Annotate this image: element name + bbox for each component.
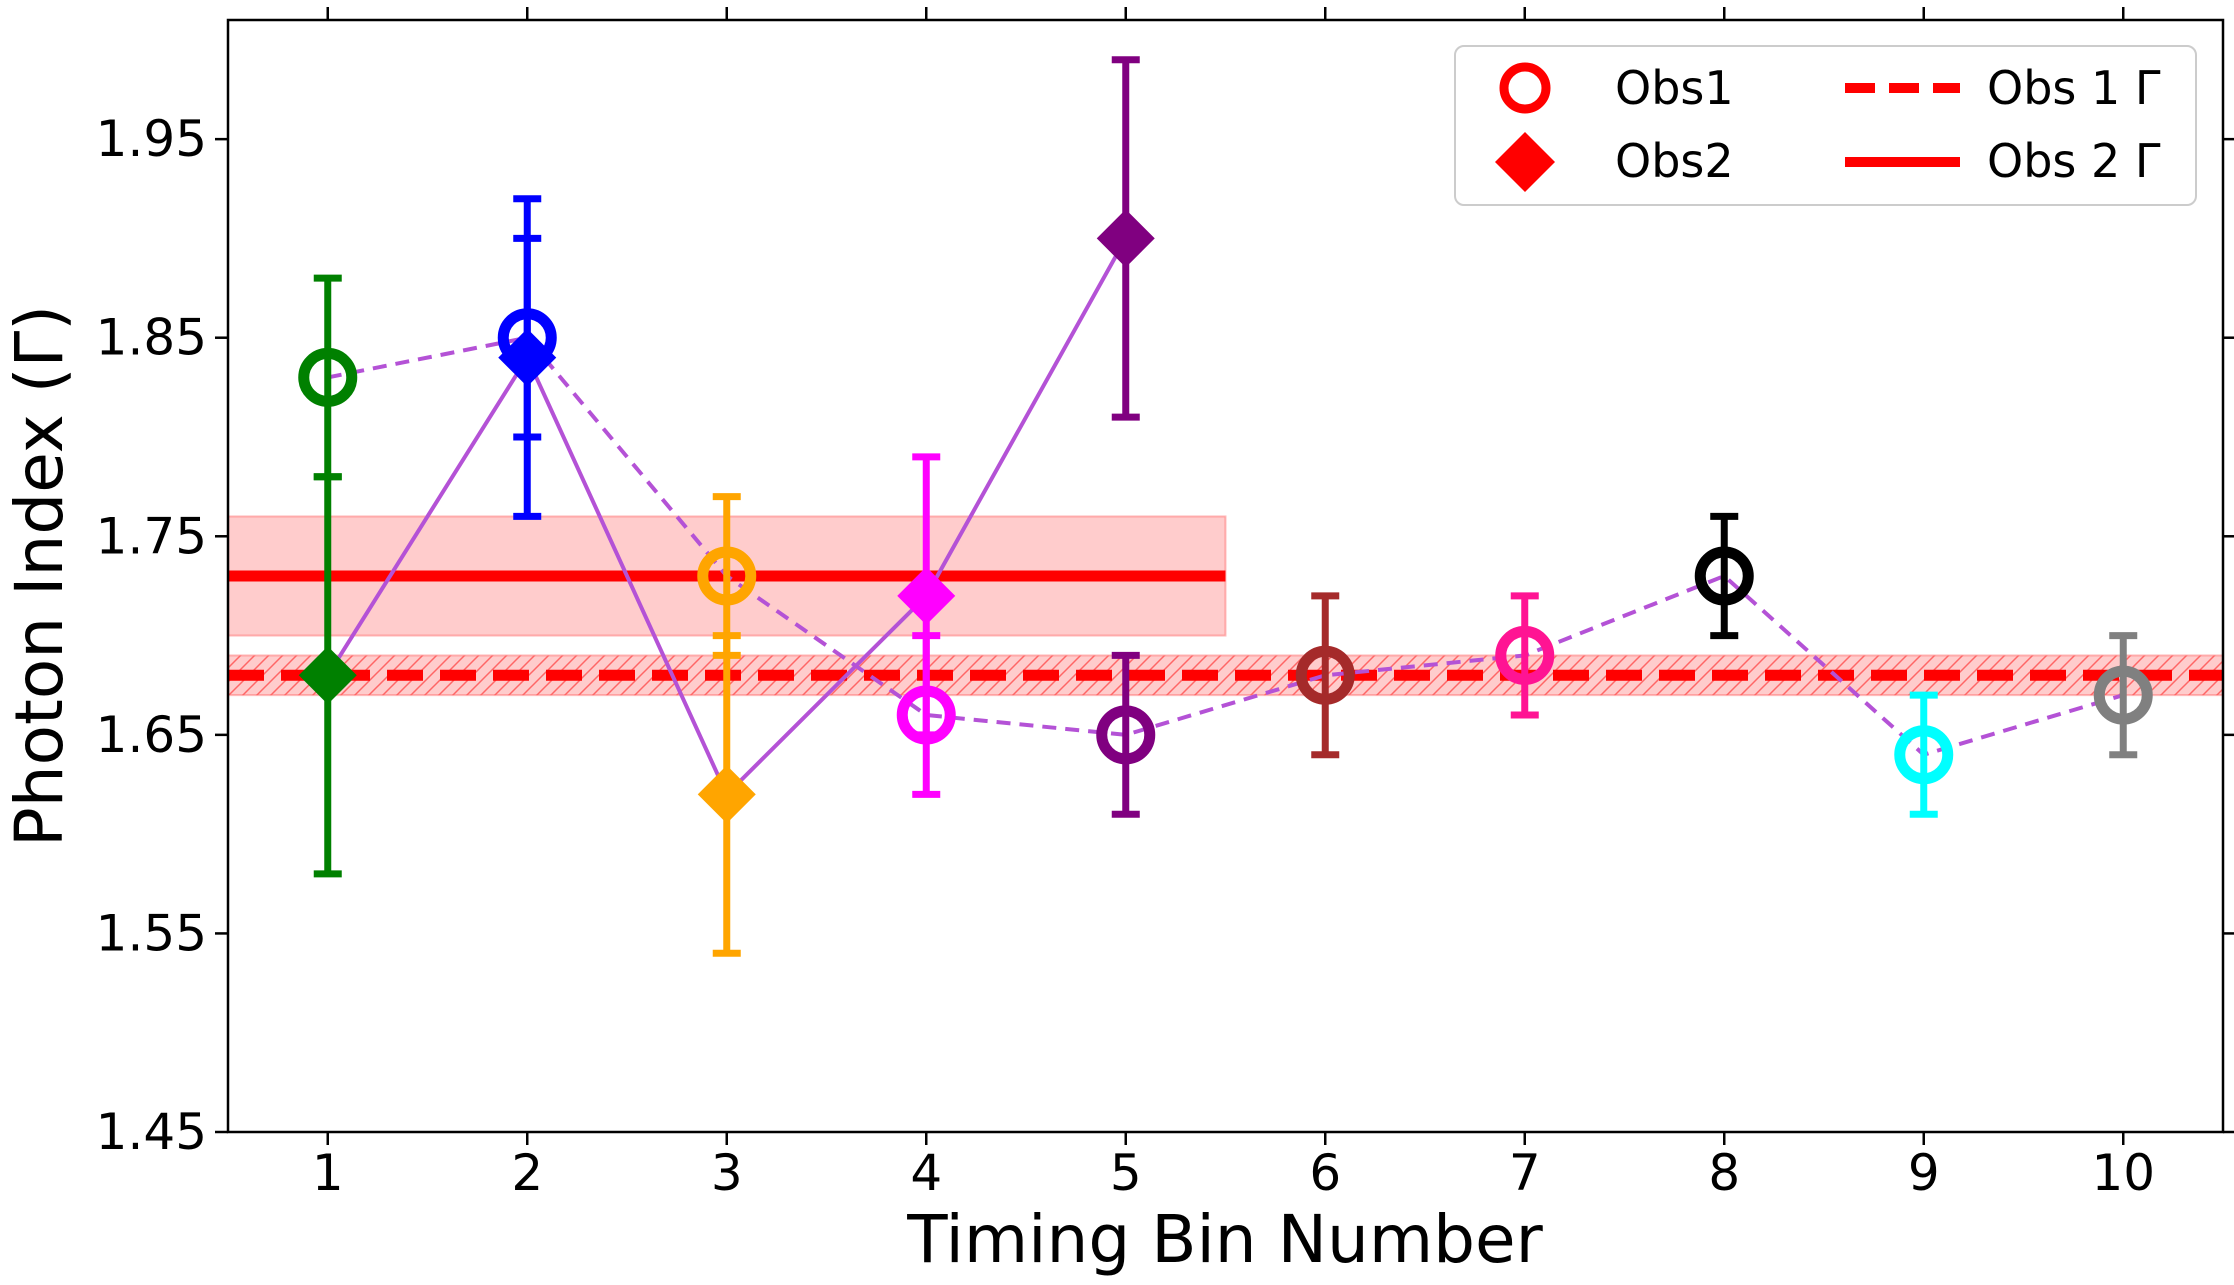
legend: Obs1 Obs 1 Γ Obs2 Obs 2 Γ: [1454, 45, 2197, 206]
legend-obs2-label: Obs2: [1615, 134, 1734, 188]
x-tick-label-10: 10: [2091, 1144, 2155, 1202]
marker-obs1-bin-5: [1096, 705, 1156, 765]
marker-obs1-bin-10: [2093, 665, 2153, 725]
axis-tick-labels: 1 2 3 4 5 6 7 8 9 10 1.45 1.55 1.65 1.75 1.85 1.95: [96, 110, 2155, 1202]
y-tick-label-2: 1.65: [96, 706, 207, 764]
reference-bands: [228, 515, 2223, 697]
legend-obs1-marker: [1499, 62, 1551, 114]
marker-obs1-bin-8: [1694, 546, 1754, 606]
marker-obs2-bin-5: [1096, 209, 1155, 268]
y-tick-label-3: 1.75: [96, 507, 207, 565]
marker-obs2-bin-2: [498, 328, 557, 387]
legend-obs1-gamma-label: Obs 1 Γ: [1987, 61, 2161, 115]
x-tick-label-5: 5: [1110, 1144, 1142, 1202]
data-markers: [298, 209, 2153, 824]
marker-obs1-bin-6: [1295, 645, 1355, 705]
legend-obs1-label: Obs1: [1615, 61, 1734, 115]
y-tick-label-0: 1.45: [96, 1103, 207, 1161]
marker-obs1-bin-7: [1495, 625, 1555, 685]
y-tick-label-4: 1.85: [96, 309, 207, 367]
marker-obs1-bin-1: [298, 347, 358, 407]
x-axis-label: Timing Bin Number: [906, 1201, 1543, 1278]
legend-box: [1454, 45, 2197, 206]
x-tick-label-4: 4: [910, 1144, 942, 1202]
legend-obs2-marker: [1495, 132, 1555, 192]
marker-obs1-bin-4: [896, 685, 956, 745]
x-tick-label-6: 6: [1309, 1144, 1341, 1202]
legend-obs2-gamma-label: Obs 2 Γ: [1987, 134, 2161, 188]
x-tick-label-3: 3: [711, 1144, 743, 1202]
x-tick-label-1: 1: [312, 1144, 344, 1202]
y-tick-label-1: 1.55: [96, 904, 207, 962]
x-tick-label-8: 8: [1708, 1144, 1740, 1202]
x-tick-label-7: 7: [1509, 1144, 1541, 1202]
marker-obs2-bin-4: [897, 566, 956, 625]
plot-frame: [226, 18, 2225, 1134]
x-tick-label-2: 2: [511, 1144, 543, 1202]
connector-obs1: [327, 335, 2124, 757]
marker-obs2-bin-3: [697, 765, 756, 824]
marker-obs1-bin-3: [697, 546, 757, 606]
y-tick-label-5: 1.95: [96, 110, 207, 168]
axis-ticks: [215, 7, 2234, 1145]
marker-obs1-bin-9: [1894, 725, 1954, 785]
y-axis-label: Photon Index (Γ): [1, 305, 78, 847]
x-tick-label-9: 9: [1908, 1144, 1940, 1202]
marker-obs2-bin-1: [298, 646, 357, 705]
